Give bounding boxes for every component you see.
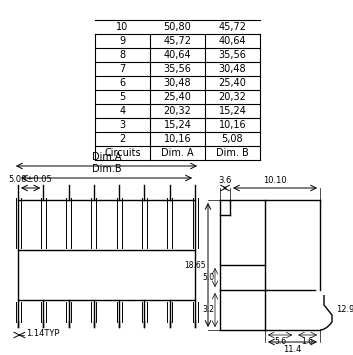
Text: 10.10: 10.10: [263, 176, 287, 185]
Text: 2: 2: [119, 134, 126, 144]
Text: 3.6: 3.6: [218, 176, 232, 185]
Text: 1.14TYP: 1.14TYP: [26, 328, 60, 338]
Text: 25,40: 25,40: [219, 78, 246, 88]
Text: 5.0: 5.0: [202, 273, 214, 282]
Text: 35,56: 35,56: [219, 50, 246, 60]
Text: Dim. A: Dim. A: [161, 148, 194, 158]
Text: 30,48: 30,48: [219, 64, 246, 74]
Text: Dim.B: Dim.B: [92, 164, 121, 174]
Text: 4: 4: [119, 106, 126, 116]
Text: 20,32: 20,32: [219, 92, 246, 102]
Text: 7: 7: [119, 64, 126, 74]
Text: 20,32: 20,32: [163, 106, 191, 116]
Text: 5.08±0.05: 5.08±0.05: [9, 175, 53, 184]
Text: 3: 3: [119, 120, 126, 130]
Text: 25,40: 25,40: [163, 92, 191, 102]
Text: 30,48: 30,48: [164, 78, 191, 88]
Text: 9: 9: [119, 36, 126, 46]
Text: 18.65: 18.65: [184, 261, 206, 269]
Text: 10,16: 10,16: [164, 134, 191, 144]
Text: 35,56: 35,56: [163, 64, 191, 74]
Text: 1.6: 1.6: [301, 337, 313, 346]
Text: 5.6: 5.6: [274, 337, 286, 346]
Text: 5,08: 5,08: [222, 134, 243, 144]
Text: 40,64: 40,64: [219, 36, 246, 46]
Text: 11.4: 11.4: [283, 345, 302, 354]
Text: 40,64: 40,64: [164, 50, 191, 60]
Bar: [18, 200, 195, 300]
Text: Dim.A: Dim.A: [92, 152, 121, 162]
Text: 15,24: 15,24: [219, 106, 246, 116]
Text: 6: 6: [119, 78, 126, 88]
Text: 15,24: 15,24: [163, 120, 191, 130]
Text: 10: 10: [116, 22, 128, 32]
Text: 50,80: 50,80: [164, 22, 191, 32]
Text: 8: 8: [119, 50, 126, 60]
Text: Circuits: Circuits: [104, 148, 141, 158]
Text: 5: 5: [119, 92, 126, 102]
Text: 45,72: 45,72: [219, 22, 246, 32]
Text: Dim. B: Dim. B: [216, 148, 249, 158]
Text: 45,72: 45,72: [163, 36, 191, 46]
Text: 10,16: 10,16: [219, 120, 246, 130]
Text: 12.9: 12.9: [336, 306, 353, 315]
Text: 3.2: 3.2: [202, 306, 214, 315]
